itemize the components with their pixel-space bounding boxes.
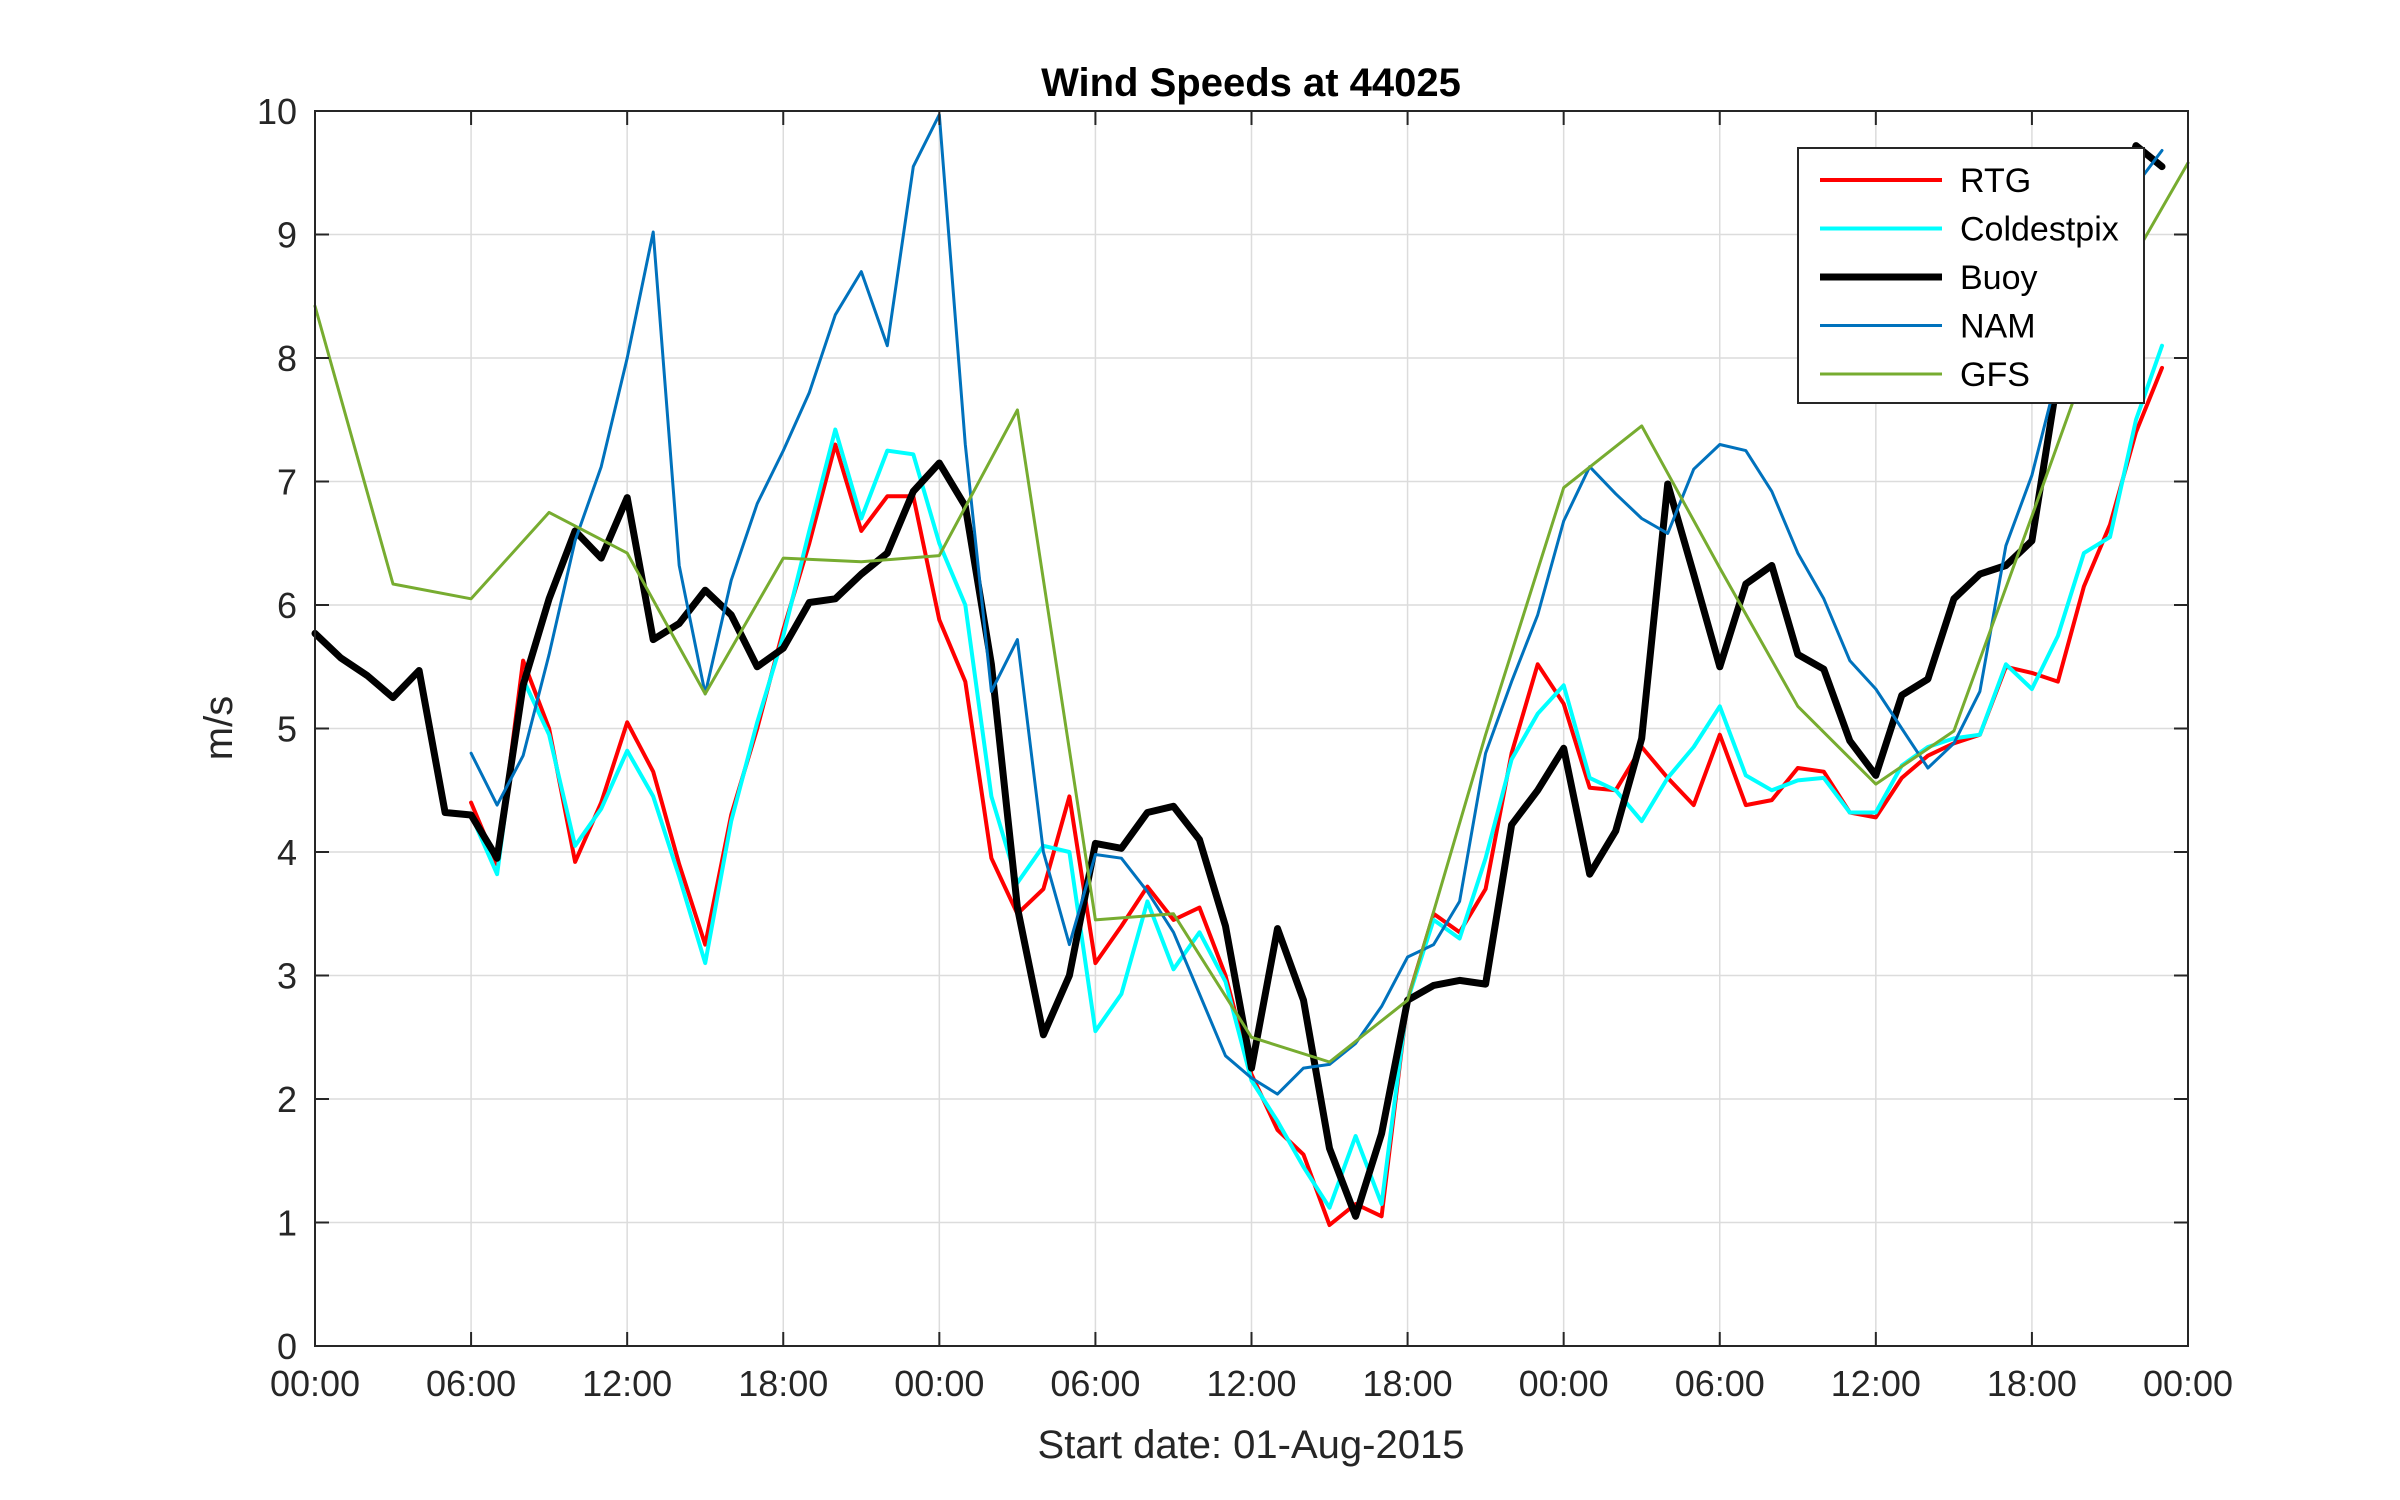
x-tick-label: 18:00 (1987, 1363, 2077, 1404)
y-tick-label: 9 (277, 215, 297, 256)
x-tick-label: 00:00 (2143, 1363, 2233, 1404)
x-tick-label: 12:00 (582, 1363, 672, 1404)
y-axis-label: m/s (197, 696, 241, 760)
legend-label-coldestpix: Coldestpix (1960, 211, 2119, 249)
x-tick-label: 18:00 (1363, 1363, 1453, 1404)
y-tick-label: 1 (277, 1203, 297, 1244)
axis-ticks: 00:00 06:00 12:00 18:00 00:00 06:00 12:00 18:00… (257, 91, 2233, 1404)
y-tick-label: 4 (277, 832, 297, 873)
legend-label-rtg: RTG (1960, 162, 2031, 200)
x-tick-label: 12:00 (1831, 1363, 1921, 1404)
x-tick-label: 00:00 (270, 1363, 360, 1404)
y-tick-label: 2 (277, 1079, 297, 1120)
legend-label-nam: NAM (1960, 308, 2036, 346)
y-tick-label: 3 (277, 956, 297, 997)
legend-label-buoy: Buoy (1960, 259, 2038, 297)
x-tick-label: 06:00 (1050, 1363, 1140, 1404)
series-line-coldestpix (469, 343, 2164, 1210)
legend: RTG Coldestpix Buoy NAM GFS (1797, 147, 2145, 404)
series-line-nam (469, 113, 2164, 1096)
x-tick-label: 06:00 (426, 1363, 516, 1404)
series-lines (311, 113, 2190, 1227)
series-line-buoy (311, 142, 2166, 1220)
series-line-gfs (313, 161, 2190, 1064)
y-tick-label: 8 (277, 338, 297, 379)
y-tick-label: 6 (277, 585, 297, 626)
y-tick-label: 7 (277, 462, 297, 503)
y-tick-label: 10 (257, 91, 297, 132)
x-tick-label: 06:00 (1675, 1363, 1765, 1404)
chart-title: Wind Speeds at 44025 (1041, 61, 1461, 105)
x-tick-label: 00:00 (1519, 1363, 1609, 1404)
x-tick-label: 00:00 (894, 1363, 984, 1404)
y-tick-label: 0 (277, 1326, 297, 1367)
legend-label-gfs: GFS (1960, 356, 2030, 394)
x-tick-label: 18:00 (738, 1363, 828, 1404)
y-tick-label: 5 (277, 709, 297, 750)
x-tick-label: 12:00 (1206, 1363, 1296, 1404)
x-axis-label: Start date: 01-Aug-2015 (1038, 1423, 1465, 1467)
